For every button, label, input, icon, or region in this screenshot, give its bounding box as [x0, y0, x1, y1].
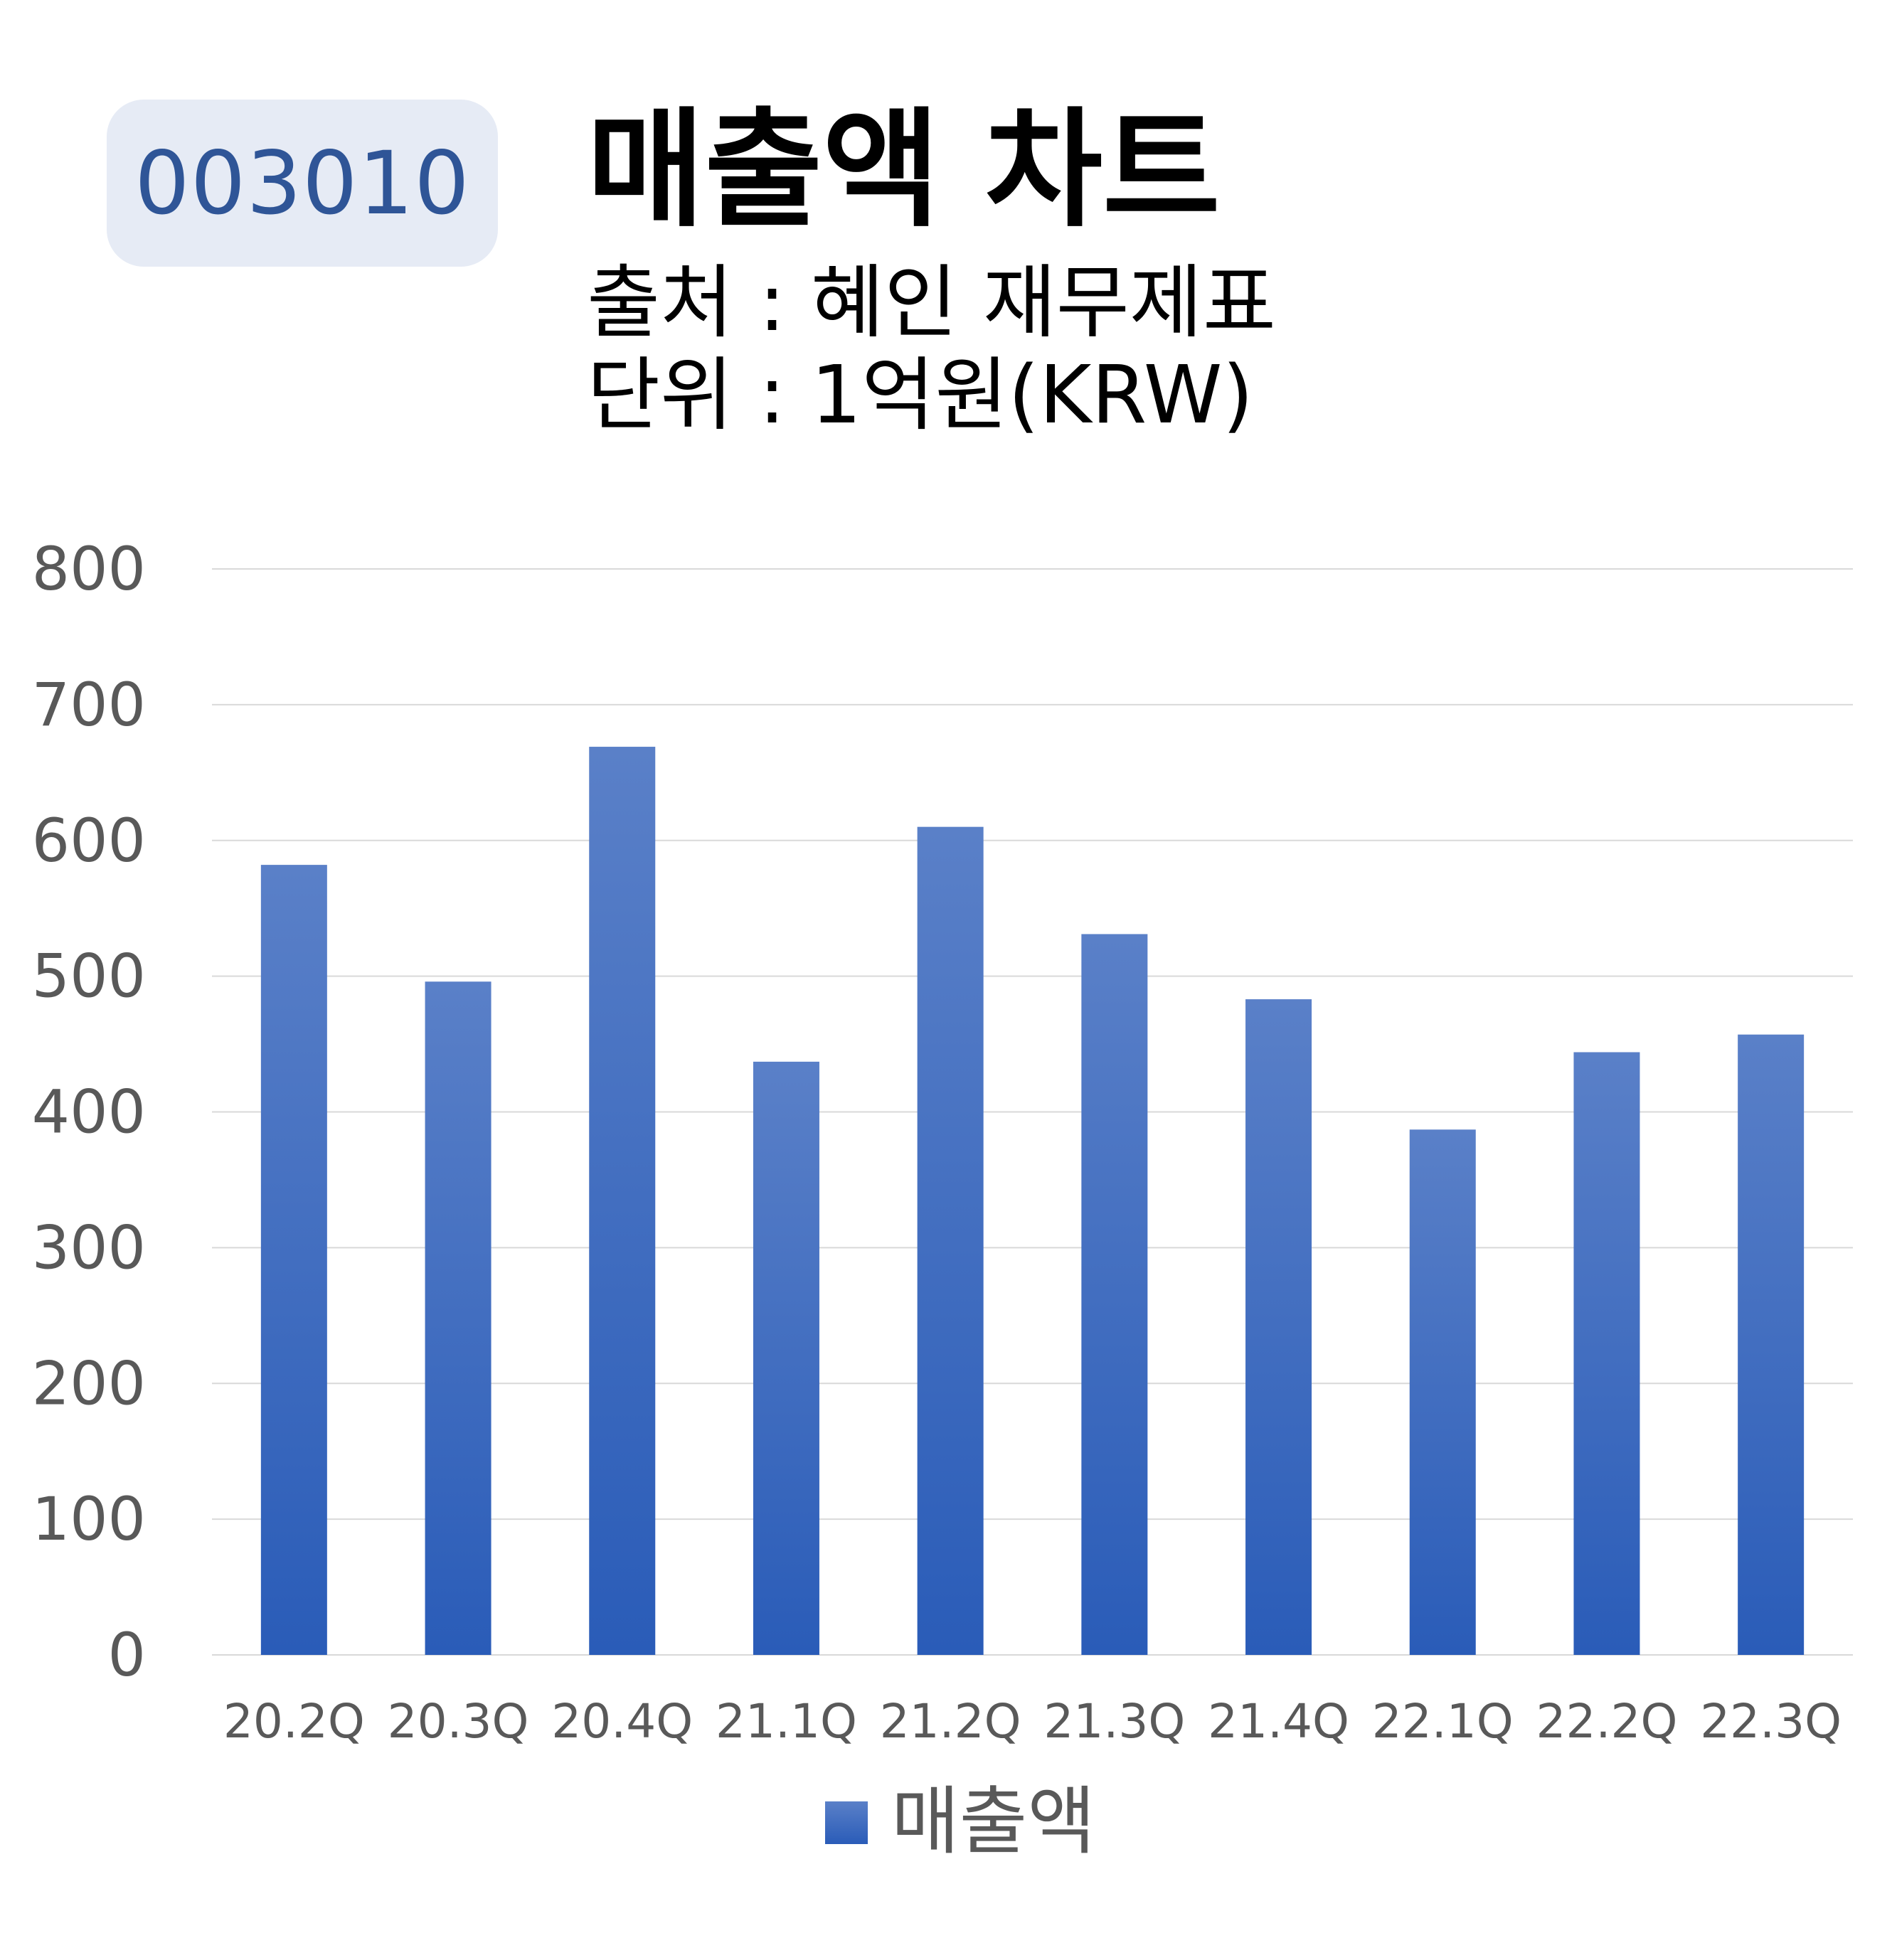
x-tick-label: 22.1Q	[1372, 1694, 1514, 1749]
x-tick-label: 22.3Q	[1700, 1694, 1842, 1749]
bar	[260, 865, 327, 1655]
bar	[753, 1061, 819, 1655]
bar	[1409, 1129, 1476, 1655]
x-tick-label: 21.3Q	[1043, 1694, 1185, 1749]
x-tick-label: 21.2Q	[880, 1694, 1021, 1749]
bar	[425, 981, 491, 1655]
y-tick-label: 800	[32, 534, 146, 604]
y-axis-ticks: 0 100 200 300 400 500 600 700 800	[32, 534, 146, 1690]
legend: 매출액	[825, 1778, 1095, 1865]
x-tick-label: 21.1Q	[716, 1694, 857, 1749]
bar	[1245, 999, 1312, 1655]
y-tick-label: 300	[32, 1213, 146, 1282]
y-tick-label: 600	[32, 806, 146, 875]
bar	[589, 747, 656, 1655]
bar	[917, 826, 984, 1655]
y-tick-label: 0	[108, 1620, 146, 1690]
x-tick-label: 20.3Q	[388, 1694, 529, 1749]
x-axis-ticks: 20.2Q 20.3Q 20.4Q 21.1Q 21.2Q 21.3Q 21.4Q 22.1Q…	[223, 1694, 1842, 1749]
source-line: 출처 : 혜인 재무제표	[587, 257, 1276, 349]
x-tick-label: 21.4Q	[1208, 1694, 1349, 1749]
x-tick-label: 20.4Q	[551, 1694, 693, 1749]
y-tick-label: 100	[32, 1484, 146, 1554]
y-tick-label: 200	[32, 1348, 146, 1418]
unit-line: 단위 : 1억원(KRW)	[587, 349, 1254, 442]
y-tick-label: 700	[32, 670, 146, 740]
bar	[1573, 1052, 1640, 1655]
bar	[1081, 934, 1148, 1655]
y-tick-label: 500	[32, 942, 146, 1011]
x-tick-label: 22.2Q	[1536, 1694, 1677, 1749]
ticker-code: 003010	[134, 132, 470, 234]
bar	[1738, 1034, 1805, 1655]
legend-label: 매출액	[891, 1778, 1095, 1865]
x-tick-label: 20.2Q	[223, 1694, 365, 1749]
ticker-badge: 003010	[107, 100, 498, 267]
bars	[260, 747, 1805, 1655]
y-tick-label: 400	[32, 1077, 146, 1147]
legend-swatch	[825, 1801, 868, 1844]
chart-title: 매출액 차트	[587, 96, 1221, 245]
